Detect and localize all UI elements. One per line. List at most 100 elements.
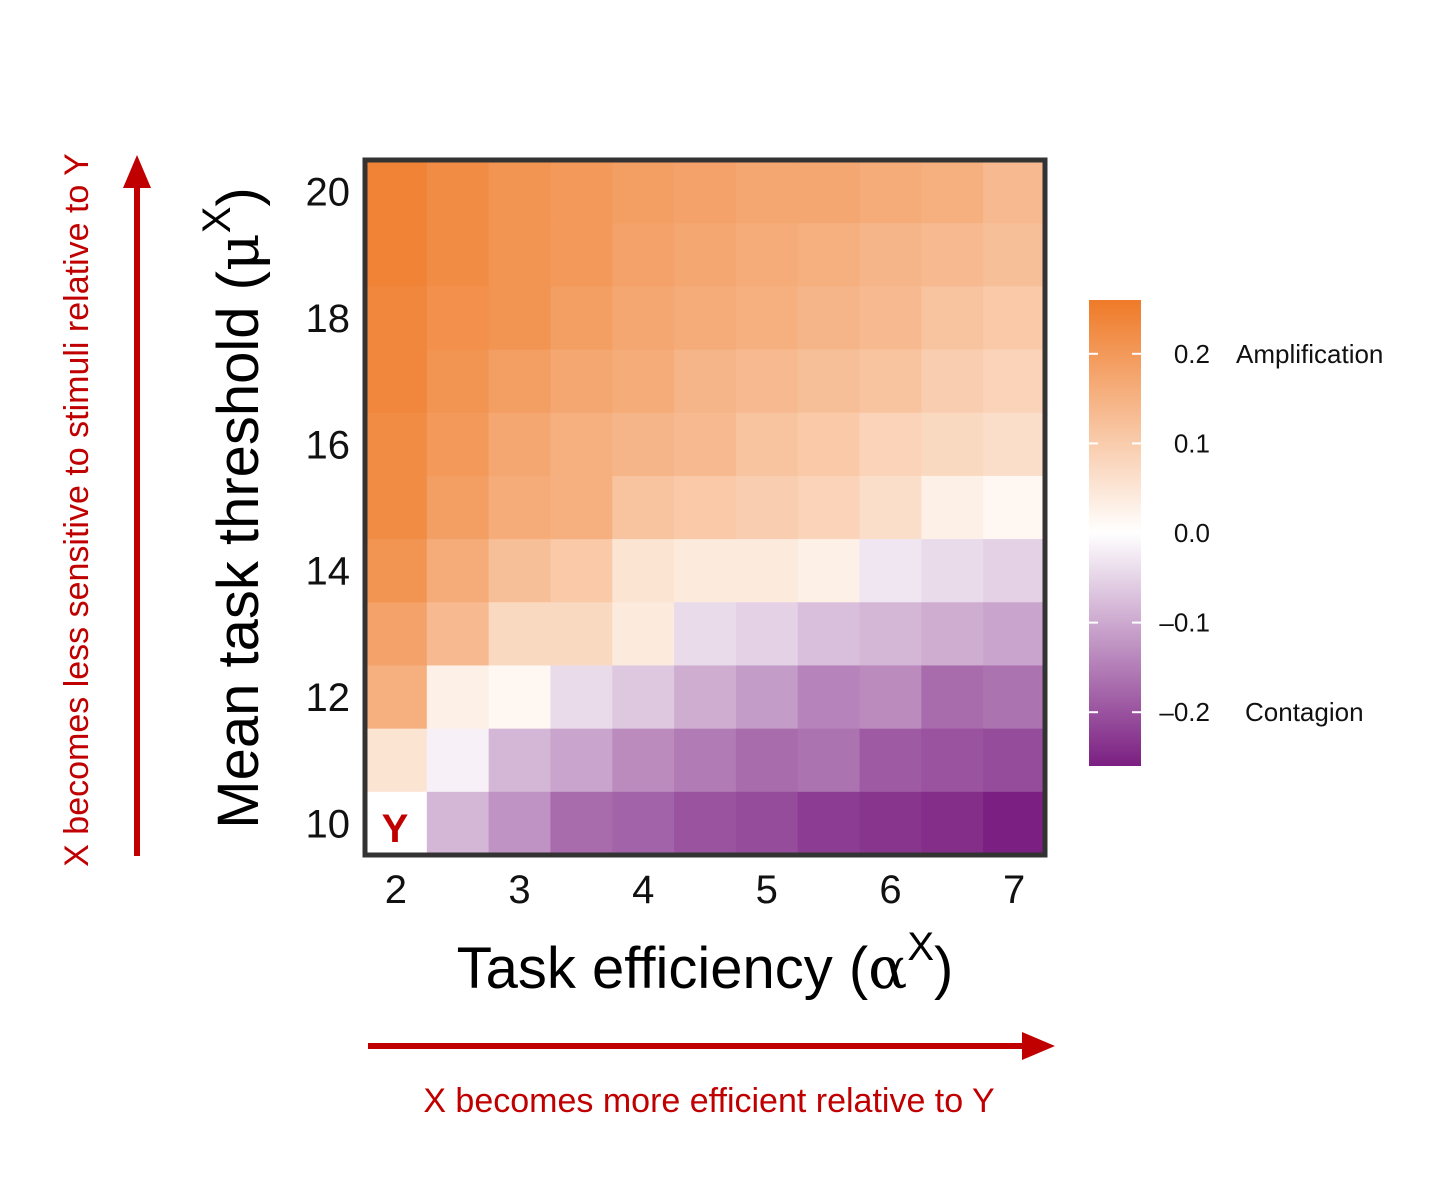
heatmap-cell (365, 728, 428, 793)
heatmap-cell (426, 602, 490, 667)
heatmap-cell (859, 475, 922, 540)
heatmap-cell (612, 791, 675, 856)
heatmap-cell (983, 665, 1046, 730)
heatmap-cell (797, 286, 861, 351)
heatmap-cell (550, 539, 613, 603)
heatmap-cell (735, 475, 799, 540)
heatmap-cell (735, 602, 799, 667)
heatmap-cell (797, 665, 861, 730)
heatmap-cell (921, 223, 984, 287)
x-direction-arrow (368, 1032, 1055, 1060)
heatmap-cell (859, 412, 922, 477)
heatmap-cell (797, 539, 861, 603)
x-axis-title-main: Task efficiency ( (457, 936, 869, 1001)
heatmap-cell (797, 602, 861, 667)
heatmap-cell (797, 728, 861, 793)
heatmap-cell (983, 223, 1046, 287)
colorbar-tick-label: 0.2 (1174, 339, 1210, 369)
heatmap-cell (921, 728, 984, 793)
colorbar-ticks: 0.2 Amplification 0.1 0.0 –0.1 –0.2 Contagion (1089, 339, 1383, 727)
heatmap-cell (735, 728, 799, 793)
heatmap-cell (674, 349, 737, 414)
heatmap-cell (674, 412, 737, 477)
heatmap-cell (735, 539, 799, 603)
heatmap-cell (674, 286, 737, 351)
heatmap-cell (983, 728, 1046, 793)
heatmap-cell (735, 349, 799, 414)
heatmap-cell (612, 286, 675, 351)
heatmap-cell (921, 539, 984, 603)
heatmap-cell (426, 349, 490, 414)
heatmap-cell (365, 602, 428, 667)
x-tick-labels: 2 3 4 5 6 7 (385, 868, 1025, 912)
heatmap-cell (365, 223, 428, 287)
heatmap-cell (426, 665, 490, 730)
y-tick-label: 12 (306, 676, 351, 720)
heatmap-cell (550, 160, 613, 224)
heatmap-cell (426, 791, 490, 856)
heatmap-cell (488, 160, 552, 224)
x-axis-title-superscript: X (907, 925, 934, 969)
heatmap-cell (859, 602, 922, 667)
heatmap-cell (859, 791, 922, 856)
heatmap-cell (365, 160, 428, 224)
heatmap-cell (983, 539, 1046, 603)
heatmap-cell (983, 160, 1046, 224)
plot-frame (362, 157, 1048, 858)
y-axis-title-close: ) (206, 187, 271, 206)
x-axis-title: Task efficiency (αX) (457, 925, 954, 1002)
heatmap-cell (921, 791, 984, 856)
y-direction-arrow (123, 155, 151, 856)
heatmap-cell (550, 602, 613, 667)
heatmap-cell (488, 539, 552, 603)
heatmap-cell (488, 286, 552, 351)
colorbar-tick-label: –0.1 (1159, 608, 1210, 638)
heatmap-cell (612, 475, 675, 540)
heatmap-cell (735, 791, 799, 856)
x-tick-label: 7 (1003, 868, 1025, 912)
colorbar-annotation: Amplification (1236, 339, 1383, 369)
x-axis-title-symbol: α (868, 934, 907, 1002)
y-tick-label: 16 (306, 423, 351, 467)
heatmap-cell (921, 160, 984, 224)
heatmap-cell (674, 160, 737, 224)
heatmap-cell (983, 349, 1046, 414)
y-tick-label: 14 (306, 550, 351, 594)
heatmap-cell (735, 665, 799, 730)
heatmap-cell (365, 475, 428, 540)
heatmap-cell (921, 349, 984, 414)
x-tick-label: 5 (756, 868, 778, 912)
heatmap-cell (859, 349, 922, 414)
y-direction-note: X becomes less sensitive to stimuli rela… (58, 153, 96, 867)
heatmap-cell (550, 475, 613, 540)
heatmap-cell (550, 223, 613, 287)
colorbar-annotation: Contagion (1245, 697, 1364, 727)
heatmap-cells (365, 160, 1046, 856)
y-axis-title-superscript: X (195, 207, 239, 234)
heatmap-cell (488, 602, 552, 667)
heatmap-cell (859, 665, 922, 730)
heatmap-cell (797, 223, 861, 287)
heatmap-cell (674, 475, 737, 540)
heatmap-cell (859, 160, 922, 224)
heatmap-cell (488, 728, 552, 793)
heatmap-cell (674, 791, 737, 856)
heatmap-cell (674, 602, 737, 667)
heatmap-cell (797, 475, 861, 540)
x-tick-label: 6 (879, 868, 901, 912)
heatmap-cell (612, 160, 675, 224)
heatmap-cell (365, 791, 428, 856)
heatmap-cell (983, 475, 1046, 540)
heatmap-cell (426, 223, 490, 287)
x-direction-note: X becomes more efficient relative to Y (423, 1082, 994, 1120)
heatmap-cell (426, 475, 490, 540)
heatmap-cell (612, 539, 675, 603)
heatmap-cell (921, 286, 984, 351)
heatmap-cell (488, 412, 552, 477)
x-tick-label: 3 (508, 868, 530, 912)
colorbar-tick-label: 0.0 (1174, 518, 1210, 548)
heatmap-cell (612, 223, 675, 287)
x-tick-label: 4 (632, 868, 654, 912)
heatmap-cell (488, 223, 552, 287)
heatmap-cell (612, 412, 675, 477)
